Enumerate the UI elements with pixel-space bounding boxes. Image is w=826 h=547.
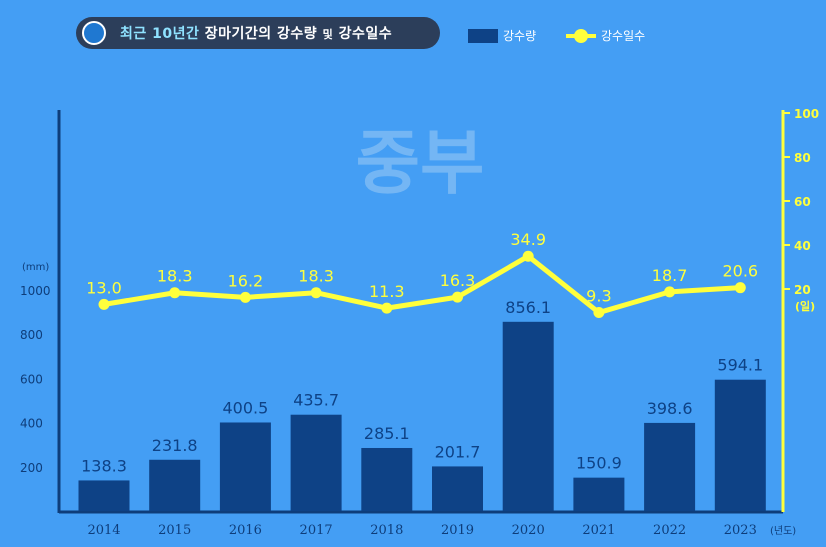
bar-2014	[78, 480, 130, 511]
bar-2023	[714, 379, 766, 511]
x-tick-label: 2022	[653, 523, 686, 538]
rain-days-line	[101, 253, 743, 316]
y-left-unit: (mm)	[22, 262, 49, 273]
x-tick-label: 2023	[724, 523, 757, 538]
bar-value-label: 398.6	[647, 399, 693, 418]
chart-title: 최근 10년간 장마기간의 강수량 및 강수일수	[120, 23, 392, 43]
line-point-2016	[239, 291, 251, 303]
title-main: 장마기간의 강수량	[204, 26, 318, 42]
legend-rain-days-label: 강수일수	[601, 29, 646, 43]
region-watermark: 중부	[356, 122, 485, 204]
y-right-tick-label: 100	[794, 107, 819, 121]
line-point-2015	[169, 287, 181, 299]
line-point-2022	[664, 286, 676, 298]
x-tick-label: 2020	[512, 523, 545, 538]
legend-rainfall-label: 강수량	[503, 29, 537, 43]
legend-bar-swatch	[468, 29, 498, 43]
x-tick-label: 2018	[370, 523, 403, 538]
line-value-label: 13.0	[86, 278, 122, 297]
line-point-2021	[593, 307, 605, 319]
bar-2019	[432, 466, 483, 511]
bar-value-label: 150.9	[576, 454, 622, 473]
bar-value-label: 201.7	[435, 442, 481, 461]
bar-2022	[644, 422, 696, 511]
y-right-tick-label: 40	[794, 239, 811, 253]
bar-value-label: 231.8	[152, 436, 198, 455]
line-value-label: 34.9	[510, 230, 546, 249]
bar-2021	[573, 477, 625, 511]
line-value-label: 18.7	[652, 266, 688, 285]
y-left-tick-label: 200	[20, 461, 43, 475]
line-point-2020	[522, 250, 534, 262]
bar-2018	[361, 447, 413, 511]
title-prefix: 최근 10년간	[120, 26, 200, 42]
line-value-label: 16.2	[228, 271, 264, 290]
bar-value-label: 400.5	[222, 398, 268, 417]
y-left-tick-label: 400	[20, 417, 43, 431]
chart-title-pill: 최근 10년간 장마기간의 강수량 및 강수일수	[76, 17, 440, 49]
bar-2015	[149, 459, 201, 511]
bar-2020	[502, 321, 554, 511]
bar-2016	[219, 422, 271, 511]
x-tick-label: 2017	[300, 523, 333, 538]
x-unit: (년도)	[770, 525, 796, 537]
bar-2017	[290, 414, 342, 511]
y-right-tick-label: 20	[794, 283, 811, 297]
bar-value-label: 594.1	[717, 356, 763, 375]
x-tick-label: 2014	[87, 523, 120, 538]
legend-rain-days: 강수일수	[566, 27, 645, 44]
line-point-2018	[381, 302, 393, 314]
line-value-label: 18.3	[157, 267, 193, 286]
x-tick-label: 2015	[158, 523, 191, 538]
line-value-label: 20.6	[722, 262, 758, 281]
y-right-tick-label: 80	[794, 151, 811, 165]
y-right-tick-label: 60	[794, 195, 811, 209]
line-value-label: 16.3	[440, 271, 476, 290]
bar-value-label: 435.7	[293, 391, 339, 410]
line-value-label: 9.3	[586, 287, 611, 306]
x-tick-label: 2016	[229, 523, 262, 538]
y-left-tick-label: 1000	[20, 284, 51, 298]
line-value-label: 11.3	[369, 282, 405, 301]
line-point-2019	[452, 291, 463, 303]
x-tick-label: 2019	[441, 523, 474, 538]
line-point-2014	[98, 298, 110, 310]
x-tick-label: 2021	[582, 523, 615, 538]
line-value-label: 18.3	[298, 267, 334, 286]
y-left-tick-label: 600	[20, 372, 43, 386]
y-right-unit: (일)	[795, 299, 815, 313]
legend-rainfall: 강수량	[468, 27, 536, 44]
y-left-tick-label: 800	[20, 328, 43, 342]
bar-value-label: 856.1	[505, 298, 551, 317]
bar-value-label: 138.3	[81, 456, 127, 475]
line-point-2017	[310, 287, 322, 299]
legend-line-swatch	[566, 29, 596, 43]
title-connector: 및	[322, 28, 334, 41]
bar-value-label: 285.1	[364, 424, 410, 443]
umbrella-icon	[82, 21, 106, 45]
title-suffix: 강수일수	[338, 26, 393, 42]
line-point-2023	[734, 282, 746, 294]
